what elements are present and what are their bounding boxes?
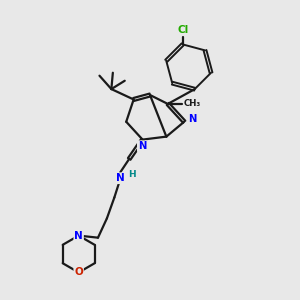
- Text: N: N: [138, 141, 146, 151]
- Text: CH₃: CH₃: [184, 99, 201, 108]
- Text: O: O: [74, 268, 83, 278]
- Text: N: N: [74, 231, 83, 241]
- Text: N: N: [188, 114, 197, 124]
- Text: Cl: Cl: [177, 25, 188, 35]
- Text: N: N: [116, 173, 125, 183]
- Text: H: H: [128, 170, 135, 179]
